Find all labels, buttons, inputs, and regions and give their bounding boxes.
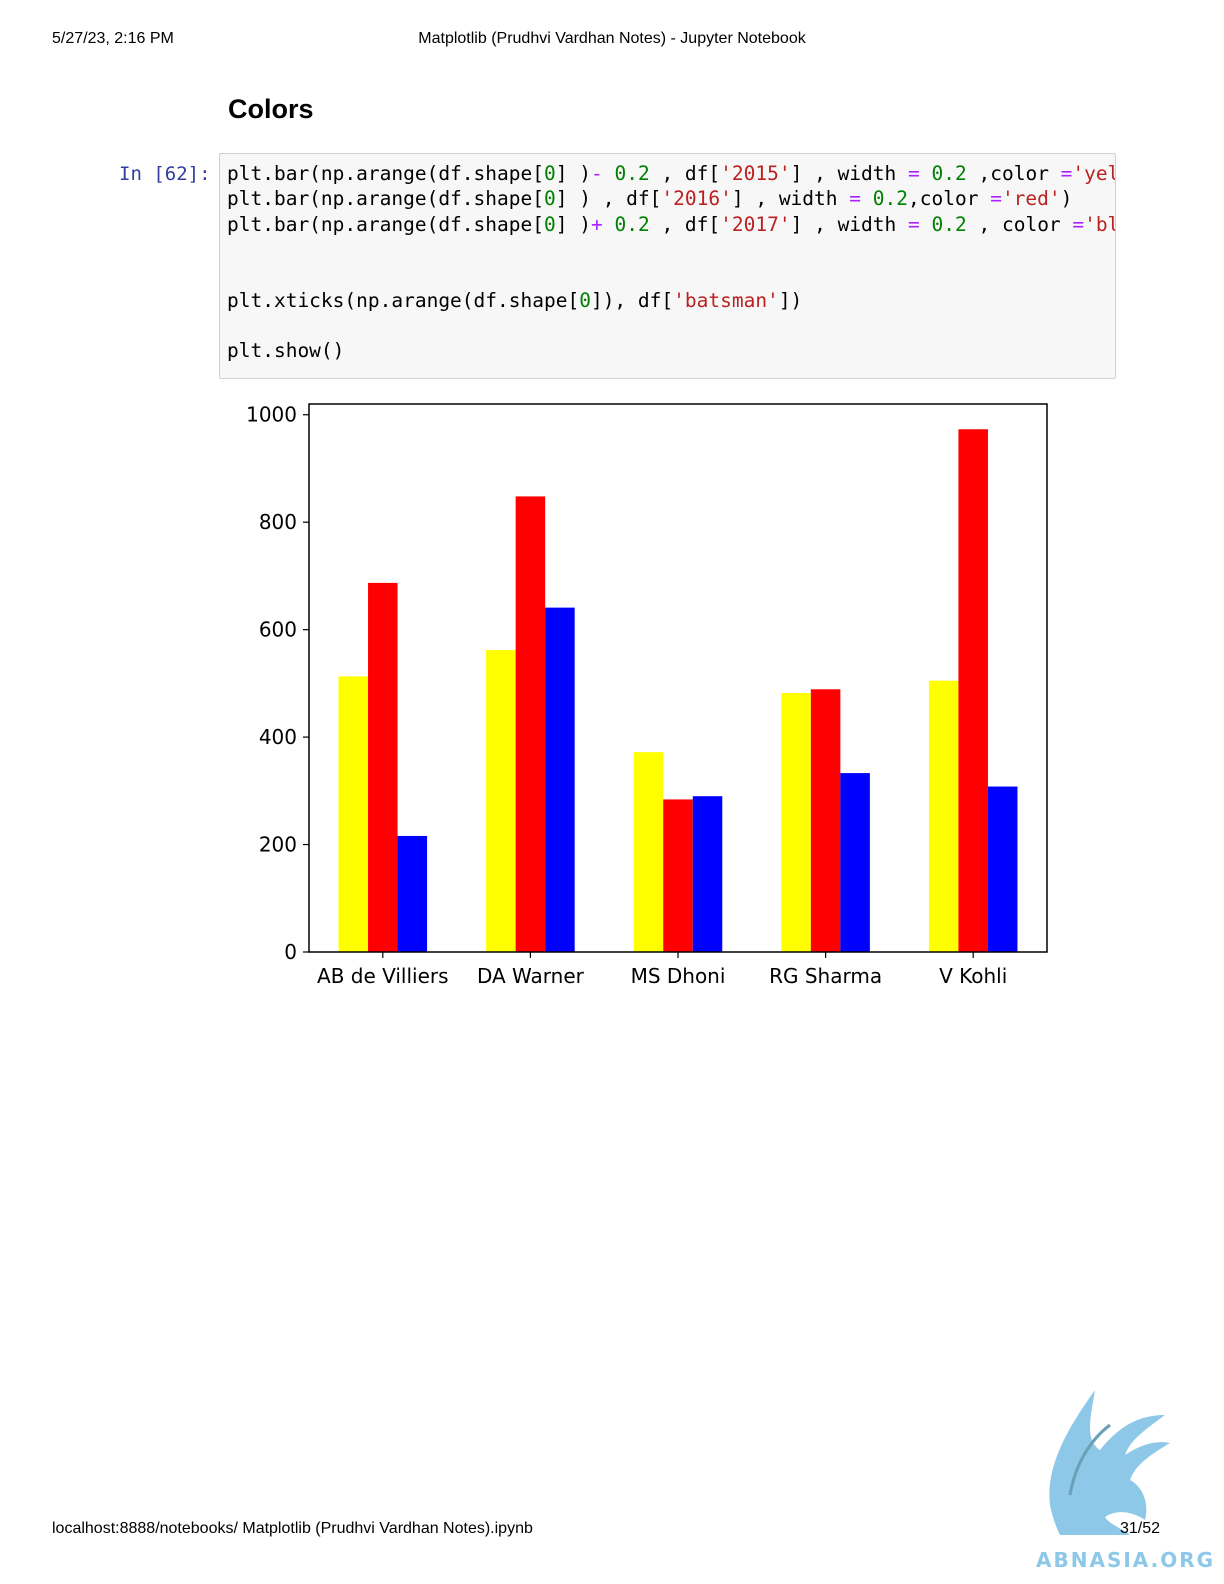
x-tick-label: MS Dhoni bbox=[631, 964, 726, 988]
code-token: ] , width bbox=[731, 187, 850, 210]
code-token: , df[ bbox=[649, 162, 721, 185]
print-url: localhost:8888/notebooks/ Matplotlib (Pr… bbox=[52, 1520, 533, 1537]
bar-0-0 bbox=[338, 676, 369, 952]
code-token: '2017' bbox=[720, 213, 791, 236]
bar-2-1 bbox=[545, 607, 575, 952]
code-cell-input[interactable]: plt.bar(np.arange(df.shape[0] )- 0.2 , d… bbox=[219, 153, 1116, 379]
griffin-icon bbox=[1049, 1390, 1170, 1535]
bar-1-0 bbox=[368, 582, 398, 952]
code-token: = bbox=[990, 187, 1002, 210]
code-token: 'blue') bbox=[1084, 213, 1116, 236]
watermark-text: ABNASIA.ORG bbox=[1036, 1548, 1215, 1572]
code-token: ] ) bbox=[555, 162, 591, 185]
code-token: '2016' bbox=[661, 187, 732, 210]
bar-2-0 bbox=[397, 835, 428, 952]
code-line: plt.show() bbox=[227, 339, 344, 362]
code-token: ,color bbox=[966, 162, 1061, 185]
code-token: ]) bbox=[778, 289, 803, 312]
x-tick-label: V Kohli bbox=[939, 964, 1007, 988]
code-token: 0.2 bbox=[872, 187, 908, 210]
bar-chart: 0 200 400 600 800 1000 AB de Villiers DA Warner… bbox=[246, 403, 1048, 988]
bar-0-4 bbox=[928, 680, 959, 952]
code-token: 'batsman' bbox=[673, 289, 779, 312]
code-token: plt.xticks(np.arange(df.shape[ bbox=[227, 289, 580, 312]
bar-2-2 bbox=[692, 796, 723, 952]
bar-2-3 bbox=[840, 773, 870, 952]
y-tick-label: 400 bbox=[259, 725, 297, 749]
code-token: ] ) bbox=[555, 213, 591, 236]
code-token: 'red' bbox=[1001, 187, 1061, 210]
code-token: = bbox=[1072, 213, 1085, 236]
section-heading: Colors bbox=[228, 94, 314, 124]
code-token: 0.2 bbox=[614, 162, 650, 185]
code-token: 0.2 bbox=[931, 213, 967, 236]
code-token: 0.2 bbox=[931, 162, 967, 185]
code-token: - bbox=[590, 162, 603, 185]
code-token: plt.show() bbox=[227, 339, 345, 362]
x-tick-label: AB de Villiers bbox=[317, 964, 449, 988]
print-page-number: 31/52 bbox=[1120, 1520, 1161, 1537]
bar-2-4 bbox=[987, 786, 1018, 952]
code-line: plt.bar(np.arange(df.shape[0] ) , df['20… bbox=[227, 187, 1072, 210]
code-line: plt.bar(np.arange(df.shape[0] )- 0.2 , d… bbox=[227, 162, 1116, 185]
code-token: plt.bar(np.arange(df.shape[ bbox=[227, 187, 544, 210]
code-token bbox=[603, 162, 615, 185]
y-tick-label: 200 bbox=[259, 833, 297, 857]
y-tick-label: 1000 bbox=[246, 403, 297, 427]
print-page-title: Matplotlib (Prudhvi Vardhan Notes) - Jup… bbox=[418, 30, 806, 47]
x-tick-label: DA Warner bbox=[477, 964, 585, 988]
bar-1-2 bbox=[663, 799, 693, 952]
code-token: ] ) , df[ bbox=[555, 187, 662, 210]
code-token bbox=[861, 187, 873, 210]
code-token: ]), df[ bbox=[590, 289, 674, 312]
y-tick-label: 0 bbox=[284, 940, 297, 964]
code-line: plt.bar(np.arange(df.shape[0] )+ 0.2 , d… bbox=[227, 213, 1116, 236]
code-token: 0.2 bbox=[614, 213, 650, 236]
code-token: plt.bar(np.arange(df.shape[ bbox=[227, 162, 544, 185]
bar-0-1 bbox=[486, 650, 516, 952]
bar-1-4 bbox=[958, 429, 988, 952]
code-token: , color bbox=[966, 213, 1073, 236]
cell-input-prompt: In [62]: bbox=[119, 163, 211, 185]
code-token: plt.bar(np.arange(df.shape[ bbox=[227, 213, 544, 236]
code-token: + bbox=[590, 213, 603, 236]
code-token: = bbox=[1060, 162, 1073, 185]
code-token: = bbox=[908, 162, 920, 185]
code-line: plt.xticks(np.arange(df.shape[0]), df['b… bbox=[227, 289, 802, 312]
y-tick-label: 600 bbox=[259, 618, 297, 642]
bar-0-2 bbox=[633, 752, 664, 952]
code-token: 0 bbox=[543, 213, 556, 236]
code-token bbox=[603, 213, 615, 236]
y-tick-label: 800 bbox=[259, 510, 297, 534]
code-token: 0 bbox=[579, 289, 591, 312]
code-token: , df[ bbox=[649, 213, 721, 236]
code-token: ] , width bbox=[790, 162, 909, 185]
bar-1-3 bbox=[810, 689, 841, 952]
code-token: ] , width bbox=[790, 213, 909, 236]
code-token: = bbox=[849, 187, 862, 210]
code-token bbox=[920, 162, 932, 185]
code-token: = bbox=[908, 213, 920, 236]
bar-0-3 bbox=[781, 693, 811, 952]
code-token: 'yellow') bbox=[1072, 162, 1116, 185]
x-tick-label: RG Sharma bbox=[769, 964, 882, 988]
code-token bbox=[920, 213, 932, 236]
bar-1-1 bbox=[515, 496, 546, 952]
code-token: ,color bbox=[908, 187, 991, 210]
code-token: '2015' bbox=[720, 162, 791, 185]
code-token: ) bbox=[1060, 187, 1073, 210]
code-token: 0 bbox=[543, 187, 556, 210]
code-token: 0 bbox=[543, 162, 556, 185]
watermark-logo: ABNASIA.ORG bbox=[1036, 1390, 1215, 1572]
print-datetime: 5/27/23, 2:16 PM bbox=[52, 30, 174, 47]
